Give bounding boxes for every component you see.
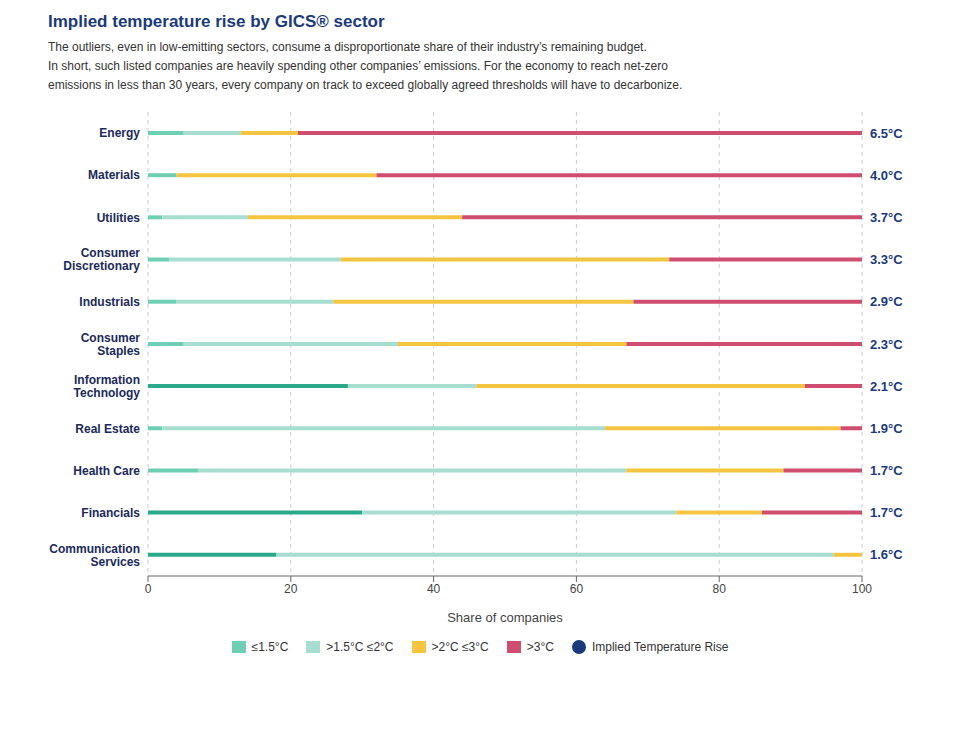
svg-text:CommunicationServices: CommunicationServices [49,541,140,568]
svg-text:0: 0 [145,581,152,595]
svg-text:100: 100 [852,581,872,595]
svg-text:Financials: Financials [81,505,140,519]
svg-text:Energy: Energy [99,126,140,140]
html-text:>1.5°C ≤2°C: >1.5°C ≤2°C [326,639,394,654]
svg-text:1.7°C: 1.7°C [870,463,903,478]
html-text:>2°C ≤3°C: >2°C ≤3°C [431,639,489,654]
svg-text:3.3°C: 3.3°C [870,252,903,267]
svg-text:2.3°C: 2.3°C [870,336,903,351]
svg-text:Health Care: Health Care [73,463,140,477]
svg-text:1.6°C: 1.6°C [870,547,903,562]
svg-text:Utilities: Utilities [97,210,141,224]
svg-text:1.9°C: 1.9°C [870,420,903,435]
svg-text:Materials: Materials [88,168,140,182]
svg-text:3.7°C: 3.7°C [870,210,903,225]
svg-text:ConsumerDiscretionary: ConsumerDiscretionary [63,246,140,273]
svg-text:InformationTechnology: InformationTechnology [74,372,141,399]
svg-text:Industrials: Industrials [79,295,140,309]
svg-text:20: 20 [284,581,298,595]
html-text:Implied Temperature Rise: Implied Temperature Rise [591,639,729,654]
svg-text:6.5°C: 6.5°C [870,125,903,140]
svg-text:2.1°C: 2.1°C [870,378,903,393]
svg-text:2.9°C: 2.9°C [870,294,903,309]
svg-text:4.0°C: 4.0°C [870,167,903,182]
svg-text:40: 40 [427,581,441,595]
svg-text:1.7°C: 1.7°C [870,505,903,520]
svg-text:80: 80 [713,581,727,595]
svg-text:Share of companies: Share of companies [447,610,563,625]
html-text:The outliers, even in low-emit: The outliers, even in low-emitting secto… [48,40,683,93]
html-text:>3°C: >3°C [526,639,554,654]
svg-text:Real Estate: Real Estate [75,421,140,435]
html-text:≤1.5°C: ≤1.5°C [251,639,289,654]
html-text:Implied temperature rise by GI: Implied temperature rise by GICS® sector [48,12,385,31]
svg-text:ConsumerStaples: ConsumerStaples [81,330,141,357]
svg-text:60: 60 [570,581,584,595]
